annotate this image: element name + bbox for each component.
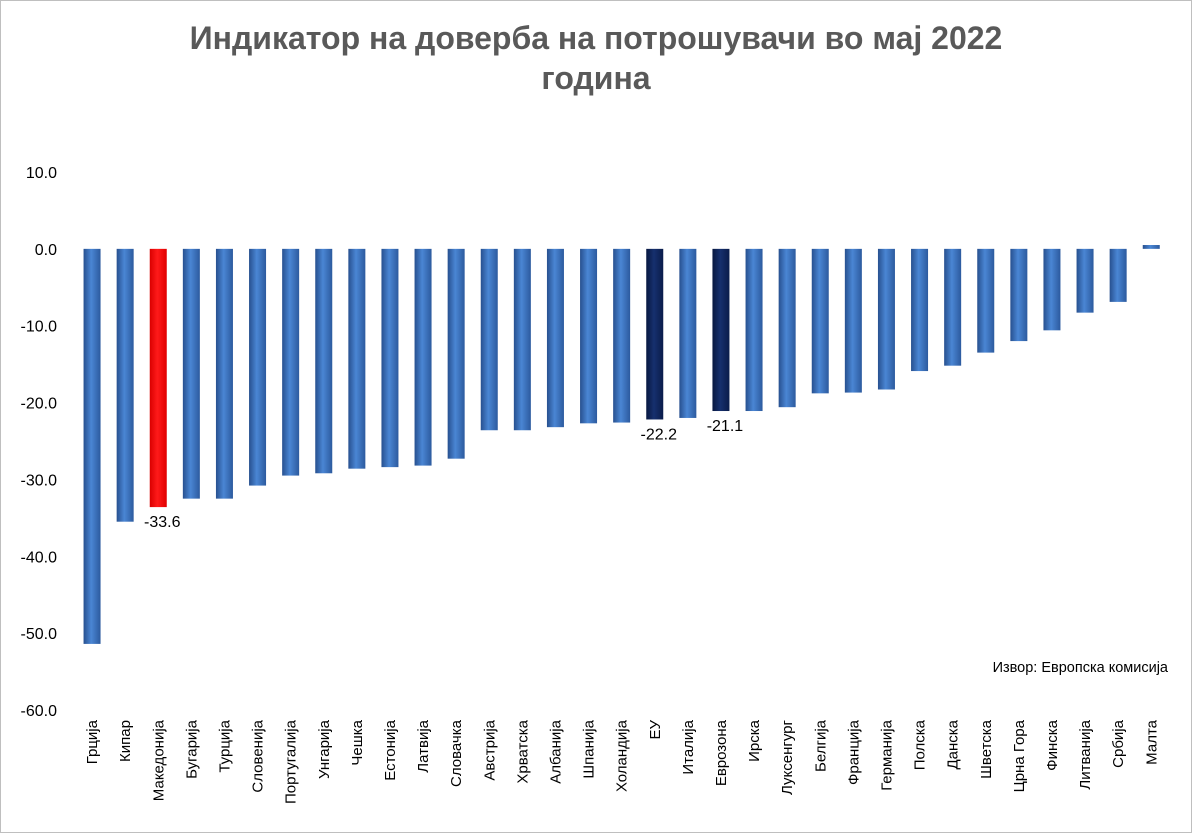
y-tick-label: 10.0 xyxy=(26,165,57,182)
bar xyxy=(348,248,366,469)
bar xyxy=(944,248,962,366)
bar xyxy=(778,248,796,408)
x-tick-label: Бугарија xyxy=(183,719,200,779)
y-tick-label: -50.0 xyxy=(21,626,58,643)
x-tick-label: Чешка xyxy=(349,719,366,765)
bar xyxy=(844,248,862,393)
x-tick-label: Еврозона xyxy=(713,719,730,786)
chart-title: Индикатор на доверба на потрошувачи во м… xyxy=(0,18,1192,98)
x-tick-label: Кипар xyxy=(117,720,134,762)
x-tick-label: Полска xyxy=(912,719,929,770)
y-axis: 10.0 0.0 -10.0 -20.0 -30.0 -40.0 -50.0 -60.0 xyxy=(21,165,58,720)
y-tick-label: -10.0 xyxy=(21,319,58,336)
bar xyxy=(1043,248,1061,331)
bar xyxy=(646,248,664,420)
bar xyxy=(149,248,167,508)
y-tick-label: -40.0 xyxy=(21,549,58,566)
x-tick-label: Литванија xyxy=(1077,719,1094,789)
x-tick-label: Грција xyxy=(84,719,101,764)
y-tick-label: -30.0 xyxy=(21,472,58,489)
y-tick-label: -60.0 xyxy=(21,703,58,720)
bar xyxy=(679,248,697,418)
x-tick-label: Ирска xyxy=(746,719,763,762)
bar xyxy=(215,248,233,499)
bar xyxy=(381,248,399,468)
bar xyxy=(83,248,101,644)
bar xyxy=(811,248,829,394)
bar xyxy=(546,248,564,428)
x-tick-label: Германија xyxy=(878,719,895,790)
x-tick-label: Австрија xyxy=(481,719,498,780)
chart-title-line1: Индикатор на доверба на потрошувачи во м… xyxy=(189,20,1003,56)
source-note: Извор: Европска комисија xyxy=(992,660,1168,676)
bars xyxy=(83,245,1160,644)
x-tick-label: Италија xyxy=(680,719,697,774)
bar xyxy=(745,248,763,412)
x-tick-label: Португалија xyxy=(283,719,300,804)
x-tick-label: Естонија xyxy=(382,719,399,780)
bar xyxy=(1010,248,1028,342)
x-tick-label: Македонија xyxy=(150,719,167,801)
x-tick-label: Холандија xyxy=(614,719,631,792)
bar xyxy=(877,248,895,390)
x-tick-label: Белгија xyxy=(812,719,829,772)
bar xyxy=(513,248,531,431)
x-tick-label: Данска xyxy=(945,719,962,769)
x-tick-label: ЕУ xyxy=(647,720,664,740)
bar xyxy=(580,248,598,424)
bar xyxy=(414,248,432,466)
x-tick-label: Финска xyxy=(1044,719,1061,770)
x-tick-label: Латвија xyxy=(415,719,432,772)
bar xyxy=(182,248,200,499)
bar xyxy=(1142,245,1160,249)
x-tick-label: Турција xyxy=(216,719,233,772)
x-tick-label: Малта xyxy=(1143,719,1160,764)
data-label: -33.6 xyxy=(144,514,181,531)
x-tick-label: Словачка xyxy=(448,719,465,787)
x-tick-label: Шпанија xyxy=(581,719,598,778)
x-tick-label: Луксенгург xyxy=(779,719,796,795)
x-axis-labels: Грција Кипар Македонија Бугарија Турција Слов… xyxy=(84,719,1160,804)
bar xyxy=(613,248,631,423)
bar xyxy=(480,248,498,431)
data-label: -22.2 xyxy=(641,426,678,443)
bar xyxy=(315,248,333,474)
bar xyxy=(282,248,300,476)
bar xyxy=(911,248,929,372)
x-tick-label: Црна Гора xyxy=(1011,719,1028,792)
x-tick-label: Словенија xyxy=(250,719,267,792)
bar xyxy=(249,248,267,486)
data-labels: -33.6 -22.2 -21.1 xyxy=(144,418,743,531)
y-tick-label: 0.0 xyxy=(35,242,57,259)
bar xyxy=(116,248,134,522)
data-label: -21.1 xyxy=(707,418,744,435)
bar xyxy=(447,248,465,459)
bar xyxy=(1076,248,1094,313)
y-tick-label: -20.0 xyxy=(21,396,58,413)
x-tick-label: Албанија xyxy=(547,719,564,783)
chart-title-line2: година xyxy=(541,60,651,96)
bar xyxy=(977,248,995,353)
x-tick-label: Шветска xyxy=(978,719,995,778)
x-tick-label: Франција xyxy=(845,719,862,785)
x-tick-label: Србија xyxy=(1110,719,1127,767)
x-tick-label: Унгарија xyxy=(316,719,333,779)
x-tick-label: Хрватска xyxy=(514,719,531,783)
bar xyxy=(712,248,730,412)
bar xyxy=(1109,248,1127,302)
